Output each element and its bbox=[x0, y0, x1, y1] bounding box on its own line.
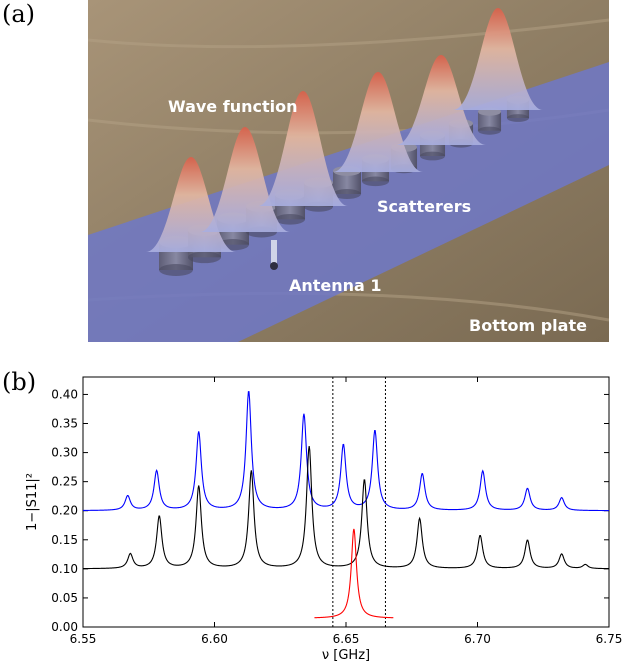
series-line bbox=[314, 528, 394, 619]
y-tick-label: 0.15 bbox=[51, 533, 78, 547]
x-axis-label: ν [GHz] bbox=[322, 648, 370, 662]
experimental-setup-photo: Wave function Scatterers Antenna 1 Botto… bbox=[88, 0, 609, 342]
x-tick-label: 6.75 bbox=[596, 632, 623, 646]
wave-peak bbox=[453, 8, 543, 110]
y-tick-label: 0.25 bbox=[51, 475, 78, 489]
scatterer-cylinder bbox=[332, 165, 362, 199]
wave-peak bbox=[333, 72, 423, 172]
series-line bbox=[82, 445, 609, 570]
wave-peak bbox=[258, 91, 348, 206]
y-tick-label: 0.10 bbox=[51, 562, 78, 576]
scatterer-cylinder bbox=[477, 107, 502, 135]
wave-function bbox=[146, 8, 543, 252]
antenna-label: Antenna 1 bbox=[289, 276, 382, 295]
y-tick-label: 0.40 bbox=[51, 387, 78, 401]
antenna bbox=[270, 240, 278, 270]
panel-a-label: (a) bbox=[2, 0, 36, 28]
series-line bbox=[82, 391, 610, 512]
bottom-plate-label: Bottom plate bbox=[469, 316, 587, 335]
y-axis-label: 1−|S11|² bbox=[25, 473, 40, 531]
axes-frame bbox=[82, 376, 610, 628]
y-tick-label: 0.30 bbox=[51, 446, 78, 460]
transmission-chart: 6.55 6.60 6.65 6.70 6.75 0.00 0.05 0.10 0.15 0.20… bbox=[25, 376, 623, 662]
y-tick-label: 0.05 bbox=[51, 591, 78, 605]
x-tick-label: 6.60 bbox=[201, 632, 228, 646]
plot-area: 6.55 6.60 6.65 6.70 6.75 0.00 0.05 0.10 0.15 0.20… bbox=[25, 376, 623, 662]
panel-b-label: (b) bbox=[2, 368, 37, 396]
wave-function-label: Wave function bbox=[168, 97, 297, 116]
scatterers-label: Scatterers bbox=[377, 197, 471, 216]
x-tick-label: 6.70 bbox=[464, 632, 491, 646]
x-tick-label: 6.65 bbox=[333, 632, 360, 646]
x-tick-label: 6.55 bbox=[70, 632, 97, 646]
wave-peak bbox=[396, 55, 486, 145]
y-tick-label: 0.00 bbox=[51, 620, 78, 634]
y-tick-label: 0.35 bbox=[51, 417, 78, 431]
y-tick-label: 0.20 bbox=[51, 504, 78, 518]
